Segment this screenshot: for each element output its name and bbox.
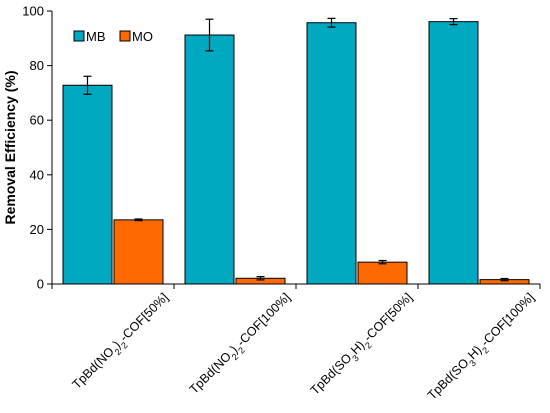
bar-mo-3 xyxy=(357,261,408,285)
error-bar-mb-2 xyxy=(205,18,214,52)
y-axis-ticks: 0 20 40 60 80 100 xyxy=(22,4,52,292)
category-labels: TpBd(NO2)2-COF[50%]TpBd(NO2)2-COF[100%]T… xyxy=(70,290,540,405)
legend-swatch xyxy=(119,30,131,42)
category-label-1: TpBd(NO2)2-COF[50%] xyxy=(70,290,174,394)
y-tick-label: 0 xyxy=(37,277,44,292)
bar-mb-1 xyxy=(62,84,113,285)
error-bar-mb-1 xyxy=(83,75,92,95)
error-bar-mo-1 xyxy=(134,218,143,222)
legend-label: MB xyxy=(86,29,106,44)
error-bar-mb-3 xyxy=(327,17,336,28)
error-bar-mo-2 xyxy=(256,276,265,281)
bar-mb-4 xyxy=(428,21,479,285)
bar-mo-1 xyxy=(113,219,164,285)
y-tick-label: 60 xyxy=(30,113,44,128)
error-bar-mo-4 xyxy=(500,277,509,282)
error-bars-layer xyxy=(83,17,509,282)
error-bar-mb-4 xyxy=(449,18,458,26)
legend-item-mo: MO xyxy=(119,29,153,44)
bars-layer xyxy=(62,21,530,285)
legend-swatch xyxy=(73,30,85,42)
y-tick-label: 40 xyxy=(30,167,44,182)
y-tick-label: 80 xyxy=(30,58,44,73)
x-axis-ticks xyxy=(51,284,541,289)
category-label-3: TpBd(SO3H)2-COF[50%] xyxy=(308,290,418,400)
y-tick-label: 20 xyxy=(30,222,44,237)
legend: MB MO xyxy=(73,29,153,44)
y-axis-title: Removal Efficiency (%) xyxy=(2,70,18,224)
legend-label: MO xyxy=(132,29,153,44)
category-label-2: TpBd(NO2)2-COF[100%] xyxy=(187,290,296,399)
legend-item-mb: MB xyxy=(73,29,106,44)
y-tick-label: 100 xyxy=(22,4,44,19)
bar-mb-3 xyxy=(306,22,357,285)
category-label-4: TpBd(SO3H)2-COF[100%] xyxy=(425,290,540,405)
error-bar-mo-3 xyxy=(378,259,387,265)
bar-mb-2 xyxy=(184,34,235,285)
